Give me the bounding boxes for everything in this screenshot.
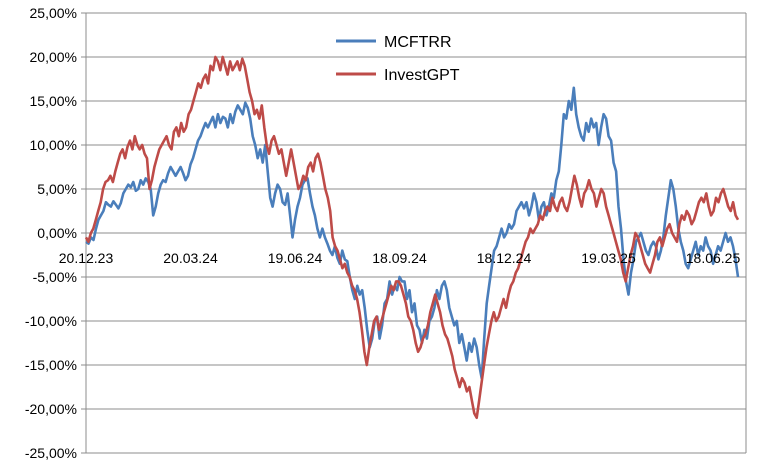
x-tick-label: 19.03.25 xyxy=(581,250,636,266)
legend-label-mcftrr: MCFTRR xyxy=(384,34,452,51)
y-tick-label: 20,00% xyxy=(30,49,77,65)
legend: MCFTRR InvestGPT xyxy=(336,34,460,84)
y-tick-label: -15,00% xyxy=(25,357,77,373)
x-tick-label: 20.12.23 xyxy=(59,250,114,266)
y-tick-label: -10,00% xyxy=(25,313,77,329)
x-tick-label: 18.12.24 xyxy=(477,250,532,266)
series-line-mcftrr xyxy=(85,86,740,380)
y-tick-label: 5,00% xyxy=(37,181,77,197)
x-tick-label: 18.06.25 xyxy=(686,250,741,266)
x-tick-label: 20.03.24 xyxy=(163,250,218,266)
legend-label-investgpt: InvestGPT xyxy=(384,67,460,84)
y-axis-tick-labels: 25,00% 20,00% 15,00% 10,00% 5,00% 0,00% -5,00%… xyxy=(25,5,77,461)
x-axis-tick-labels: 20.12.23 20.03.24 19.06.24 18.09.24 18.12.24… xyxy=(59,250,741,266)
y-tick-label: -20,00% xyxy=(25,401,77,417)
y-tick-label: 25,00% xyxy=(30,5,77,21)
series-lines xyxy=(84,55,740,420)
y-tick-label: -25,00% xyxy=(25,445,77,461)
y-tick-label: 15,00% xyxy=(30,93,77,109)
series-line-investgpt xyxy=(84,55,740,420)
y-tick-label: 0,00% xyxy=(37,225,77,241)
x-tick-label: 19.06.24 xyxy=(268,250,323,266)
y-tick-label: -5,00% xyxy=(33,269,77,285)
y-tick-label: 10,00% xyxy=(30,137,77,153)
x-tick-label: 18.09.24 xyxy=(372,250,427,266)
